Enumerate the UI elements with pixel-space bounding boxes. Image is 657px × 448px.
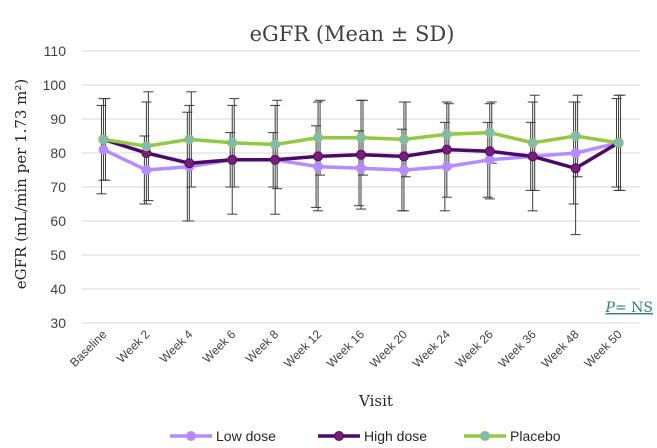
y-tick-label: 100 (43, 77, 67, 93)
data-point-low-dose (141, 165, 152, 175)
data-point-low-dose (570, 148, 581, 158)
data-point-high-dose (313, 151, 324, 162)
x-tick-label: Week 8 (243, 327, 282, 366)
data-point-placebo (398, 134, 409, 145)
x-tick-label: Baseline (67, 327, 110, 370)
x-axis-label: Visit (358, 392, 393, 410)
y-tick-label: 50 (50, 247, 66, 263)
y-tick-label: 30 (50, 315, 66, 331)
y-tick-label: 40 (50, 281, 66, 297)
legend-label: Low dose (216, 428, 276, 444)
p-value-annotation: P= NS (605, 300, 653, 316)
data-point-placebo (441, 129, 452, 140)
p-label: P (605, 300, 616, 316)
data-point-high-dose (398, 151, 409, 162)
error-bars (96, 91, 626, 236)
y-axis-label: eGFR (mL/min per 1.73 m²) (12, 79, 30, 290)
data-point-low-dose (484, 154, 495, 165)
x-tick-label: Week 36 (496, 327, 539, 370)
x-tick-label: Week 24 (410, 327, 453, 370)
data-point-placebo (527, 137, 538, 148)
data-point-high-dose (484, 146, 495, 157)
data-point-high-dose (441, 144, 452, 155)
legend-marker (186, 431, 196, 441)
legend-marker (334, 431, 344, 441)
x-tick-label: Week 20 (367, 327, 410, 370)
data-point-low-dose (441, 161, 452, 172)
data-point-placebo (484, 127, 495, 138)
data-point-high-dose (227, 154, 238, 165)
x-tick-label: Week 16 (324, 327, 367, 370)
y-tick-label: 110 (44, 43, 67, 59)
x-tick-label: Week 48 (539, 327, 582, 370)
data-point-low-dose (313, 161, 324, 172)
y-tick-label: 90 (50, 111, 66, 127)
chart-title: eGFR (Mean ± SD) (250, 22, 455, 46)
x-tick-label: Week 2 (114, 327, 153, 366)
legend-marker (480, 431, 490, 441)
data-point-high-dose (356, 149, 366, 160)
data-point-placebo (227, 137, 238, 148)
x-tick-label: Week 6 (200, 327, 239, 366)
p-rest: = NS (615, 300, 653, 316)
x-tick-label: Week 26 (453, 327, 496, 370)
legend: Low dose High dose Placebo (170, 428, 561, 444)
data-point-low-dose (398, 165, 409, 175)
data-point-high-dose (527, 151, 538, 162)
data-point-placebo (141, 141, 152, 152)
x-tick-label: Week 50 (581, 327, 624, 370)
y-tick-labels: 30 40 50 60 70 80 90 100 110 (43, 43, 67, 331)
legend-item: Placebo (464, 428, 561, 444)
legend-item: High dose (318, 428, 427, 444)
data-point-low-dose (98, 144, 109, 155)
data-point-placebo (356, 132, 366, 143)
data-point-high-dose (570, 163, 581, 174)
y-tick-label: 70 (50, 179, 66, 195)
data-point-placebo (613, 137, 624, 148)
x-tick-label: Week 12 (281, 327, 324, 370)
y-tick-label: 80 (50, 145, 66, 161)
data-point-placebo (313, 132, 324, 143)
data-point-placebo (570, 131, 581, 141)
data-point-low-dose (356, 163, 366, 174)
x-tick-labels: Baseline Week 2 Week 4 Week 6 Week 8 Week 12 W… (67, 327, 625, 370)
y-tick-label: 60 (50, 213, 66, 229)
x-tick-label: Week 4 (157, 327, 196, 366)
data-point-placebo (98, 134, 109, 145)
data-point-high-dose (270, 154, 281, 165)
series-markers (98, 127, 624, 175)
legend-label: Placebo (510, 428, 561, 444)
legend-label: High dose (364, 428, 427, 444)
data-point-placebo (184, 134, 195, 145)
data-point-placebo (270, 139, 281, 150)
data-point-high-dose (184, 158, 195, 169)
legend-item: Low dose (170, 428, 276, 444)
